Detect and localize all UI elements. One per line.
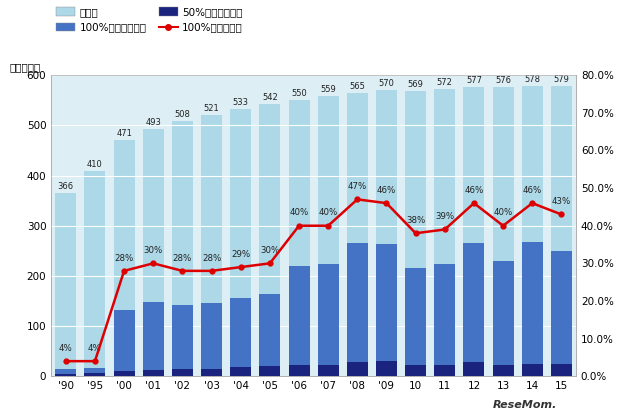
Bar <box>376 244 397 376</box>
Bar <box>289 364 310 376</box>
Bar <box>435 364 455 376</box>
Bar <box>172 369 193 376</box>
Bar <box>55 374 76 376</box>
Text: 28%: 28% <box>115 254 134 263</box>
Text: 39%: 39% <box>435 212 454 221</box>
Text: 550: 550 <box>291 89 307 98</box>
Text: 533: 533 <box>233 98 249 107</box>
Text: 565: 565 <box>349 82 365 91</box>
Bar <box>463 362 484 376</box>
Text: 28%: 28% <box>173 254 192 263</box>
Bar <box>376 361 397 376</box>
Bar <box>201 369 222 376</box>
Bar <box>405 91 426 376</box>
Bar <box>405 364 426 376</box>
Text: 46%: 46% <box>377 186 396 195</box>
Text: 40%: 40% <box>289 209 308 217</box>
Text: 4%: 4% <box>88 344 102 353</box>
Bar <box>376 90 397 376</box>
Bar <box>259 366 280 376</box>
Bar <box>259 104 280 376</box>
Bar <box>317 96 339 376</box>
Bar <box>230 109 252 376</box>
Bar <box>493 87 514 376</box>
Text: 40%: 40% <box>493 209 513 217</box>
Bar <box>551 364 572 376</box>
Bar <box>317 264 339 376</box>
Bar <box>347 243 368 376</box>
Bar <box>55 369 76 376</box>
Bar <box>522 364 543 376</box>
Text: ReseMom.: ReseMom. <box>492 400 557 410</box>
Text: 28%: 28% <box>202 254 221 263</box>
Text: 46%: 46% <box>523 186 542 195</box>
Text: （大学数）: （大学数） <box>9 62 40 72</box>
Bar <box>84 368 106 376</box>
Text: 40%: 40% <box>319 209 338 217</box>
Text: 29%: 29% <box>231 250 250 259</box>
Bar <box>84 171 106 376</box>
Text: 410: 410 <box>87 160 103 168</box>
Bar <box>493 261 514 376</box>
Text: 579: 579 <box>554 75 570 84</box>
Bar <box>347 93 368 376</box>
Text: 559: 559 <box>320 85 336 94</box>
Text: 572: 572 <box>437 78 452 87</box>
Text: 4%: 4% <box>59 344 73 353</box>
Text: 578: 578 <box>524 75 540 84</box>
Text: 47%: 47% <box>348 182 367 191</box>
Bar <box>463 243 484 376</box>
Bar <box>522 86 543 376</box>
Text: 577: 577 <box>466 76 482 85</box>
Text: 521: 521 <box>204 104 220 113</box>
Text: 570: 570 <box>378 79 394 88</box>
Legend: 大学数, 100%未満の大学数, 50%未満の大学数, 100%未満の割合: 大学数, 100%未満の大学数, 50%未満の大学数, 100%未満の割合 <box>56 7 243 33</box>
Bar <box>551 86 572 376</box>
Bar <box>493 364 514 376</box>
Bar <box>113 371 134 376</box>
Text: 508: 508 <box>175 110 190 120</box>
Bar <box>113 310 134 376</box>
Text: 569: 569 <box>408 80 424 89</box>
Bar <box>143 302 164 376</box>
Bar <box>551 251 572 376</box>
Text: 471: 471 <box>116 129 132 138</box>
Text: 30%: 30% <box>143 246 163 255</box>
Bar <box>201 303 222 376</box>
Bar <box>201 115 222 376</box>
Bar <box>172 121 193 376</box>
Text: 576: 576 <box>495 76 511 85</box>
Bar <box>230 298 252 376</box>
Text: 366: 366 <box>58 181 74 191</box>
Bar <box>317 364 339 376</box>
Bar <box>143 129 164 376</box>
Text: 542: 542 <box>262 93 278 102</box>
Text: 38%: 38% <box>406 216 425 225</box>
Bar <box>289 266 310 376</box>
Bar <box>463 87 484 376</box>
Bar <box>55 193 76 376</box>
Text: 46%: 46% <box>465 186 484 195</box>
Bar <box>347 362 368 376</box>
Bar <box>113 140 134 376</box>
Bar <box>143 370 164 376</box>
Bar <box>522 242 543 376</box>
Text: 493: 493 <box>145 118 161 127</box>
Bar <box>435 264 455 376</box>
Bar <box>289 100 310 376</box>
Bar <box>230 367 252 376</box>
Text: 30%: 30% <box>260 246 280 255</box>
Bar <box>84 373 106 376</box>
Bar <box>259 294 280 376</box>
Bar <box>172 305 193 376</box>
Text: 43%: 43% <box>552 197 571 206</box>
Bar <box>405 268 426 376</box>
Bar <box>435 89 455 376</box>
